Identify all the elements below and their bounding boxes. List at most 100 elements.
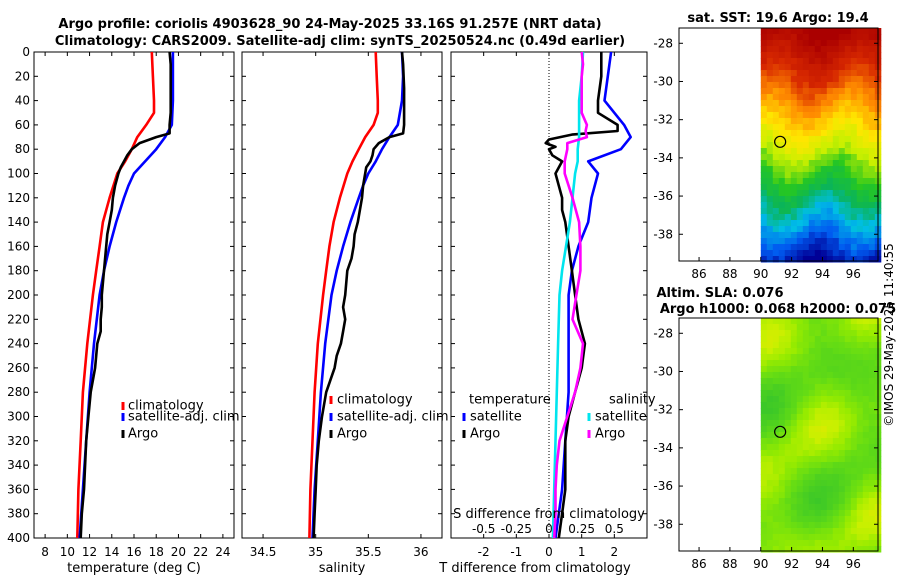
heatmap-cell <box>856 462 864 469</box>
heatmap-cell <box>826 348 834 355</box>
heatmap-cell <box>802 166 810 173</box>
lat-tick-label: -34 <box>653 441 673 455</box>
heatmap-cell <box>850 330 858 337</box>
heatmap-cell <box>760 130 768 137</box>
heatmap-cell <box>760 148 768 155</box>
heatmap-cell <box>820 534 828 541</box>
heatmap-cell <box>844 76 852 83</box>
heatmap-cell <box>856 148 864 155</box>
heatmap-cell <box>850 372 858 379</box>
heatmap-cell <box>808 106 816 113</box>
heatmap-cell <box>856 510 864 517</box>
heatmap-cell <box>766 238 774 245</box>
heatmap-cell <box>802 112 810 119</box>
heatmap-cell <box>850 504 858 511</box>
heatmap-cell <box>856 372 864 379</box>
heatmap-cell <box>844 384 852 391</box>
heatmap-cell <box>820 378 828 385</box>
heatmap-cell <box>796 46 804 53</box>
heatmap-cell <box>790 256 798 263</box>
heatmap-cell <box>820 348 828 355</box>
heatmap-cell <box>820 402 828 409</box>
heatmap-cell <box>850 238 858 245</box>
heatmap-cell <box>814 148 822 155</box>
heatmap-cell <box>796 28 804 35</box>
heatmap-cell <box>826 516 834 523</box>
heatmap-cell <box>802 238 810 245</box>
heatmap-cell <box>826 28 834 35</box>
heatmap-cell <box>796 88 804 95</box>
heatmap-cell <box>814 64 822 71</box>
heatmap-cell <box>784 438 792 445</box>
heatmap-cell <box>814 196 822 203</box>
heatmap-cell <box>814 172 822 179</box>
heatmap-cell <box>832 342 840 349</box>
heatmap-cell <box>790 184 798 191</box>
heatmap-cell <box>802 480 810 487</box>
heatmap-cell <box>808 82 816 89</box>
lon-tick-label: 92 <box>784 267 799 281</box>
heatmap-cell <box>826 402 834 409</box>
heatmap-cell <box>820 546 828 553</box>
heatmap-cell <box>790 58 798 65</box>
heatmap-cell <box>784 522 792 529</box>
heatmap-cell <box>802 142 810 149</box>
heatmap-cell <box>832 166 840 173</box>
heatmap-cell <box>862 528 870 535</box>
heatmap-cell <box>814 154 822 161</box>
heatmap-cell <box>820 492 828 499</box>
heatmap-cell <box>796 58 804 65</box>
heatmap-cell <box>772 510 780 517</box>
depth-tick-label: 280 <box>7 385 30 399</box>
difference-panel: -2 -1 0 1 2 -0.5 -0.25 0 0.25 0.5 S difference f… <box>438 51 656 576</box>
heatmap-cell <box>820 540 828 547</box>
heatmap-cell <box>850 498 858 505</box>
salinity-panel: 34.5 35 35.5 36 salinity climatology satell… <box>241 51 449 576</box>
heatmap-cell <box>820 208 828 215</box>
heatmap-cell <box>784 148 792 155</box>
heatmap-cell <box>844 330 852 337</box>
heatmap-cell <box>790 106 798 113</box>
heatmap-cell <box>838 178 846 185</box>
heatmap-cell <box>796 516 804 523</box>
heatmap-cell <box>820 426 828 433</box>
heatmap-cell <box>760 510 768 517</box>
heatmap-cell <box>838 444 846 451</box>
heatmap-cell <box>832 486 840 493</box>
heatmap-cell <box>862 492 870 499</box>
heatmap-cell <box>838 318 846 325</box>
x-tick-label: 12 <box>82 545 97 559</box>
heatmap-cell <box>868 336 876 343</box>
heatmap-cell <box>820 324 828 331</box>
heatmap-cell <box>808 450 816 457</box>
heatmap-cell <box>820 88 828 95</box>
heatmap-cell <box>820 256 828 263</box>
heatmap-cell <box>850 256 858 263</box>
heatmap-cell <box>760 100 768 107</box>
heatmap-cell <box>856 504 864 511</box>
heatmap-cell <box>784 118 792 125</box>
heatmap-cell <box>820 510 828 517</box>
heatmap-cell <box>856 184 864 191</box>
heatmap-cell <box>784 432 792 439</box>
heatmap-cell <box>814 444 822 451</box>
heatmap-cell <box>814 124 822 131</box>
heatmap-cell <box>832 238 840 245</box>
x-tick-label: 14 <box>104 545 119 559</box>
heatmap-cell <box>850 46 858 53</box>
heatmap-cell <box>844 432 852 439</box>
heatmap-cell <box>772 34 780 41</box>
heatmap-cell <box>844 166 852 173</box>
heatmap-cell <box>766 34 774 41</box>
heatmap-cell <box>766 184 774 191</box>
heatmap-cell <box>760 220 768 227</box>
t-diff-tick-label: 0 <box>545 545 553 559</box>
heatmap-cell <box>808 154 816 161</box>
heatmap-cell <box>784 52 792 59</box>
heatmap-cell <box>784 510 792 517</box>
heatmap-cell <box>856 76 864 83</box>
heatmap-cell <box>832 318 840 325</box>
heatmap-cell <box>778 40 786 47</box>
heatmap-cell <box>814 546 822 553</box>
heatmap-cell <box>778 456 786 463</box>
